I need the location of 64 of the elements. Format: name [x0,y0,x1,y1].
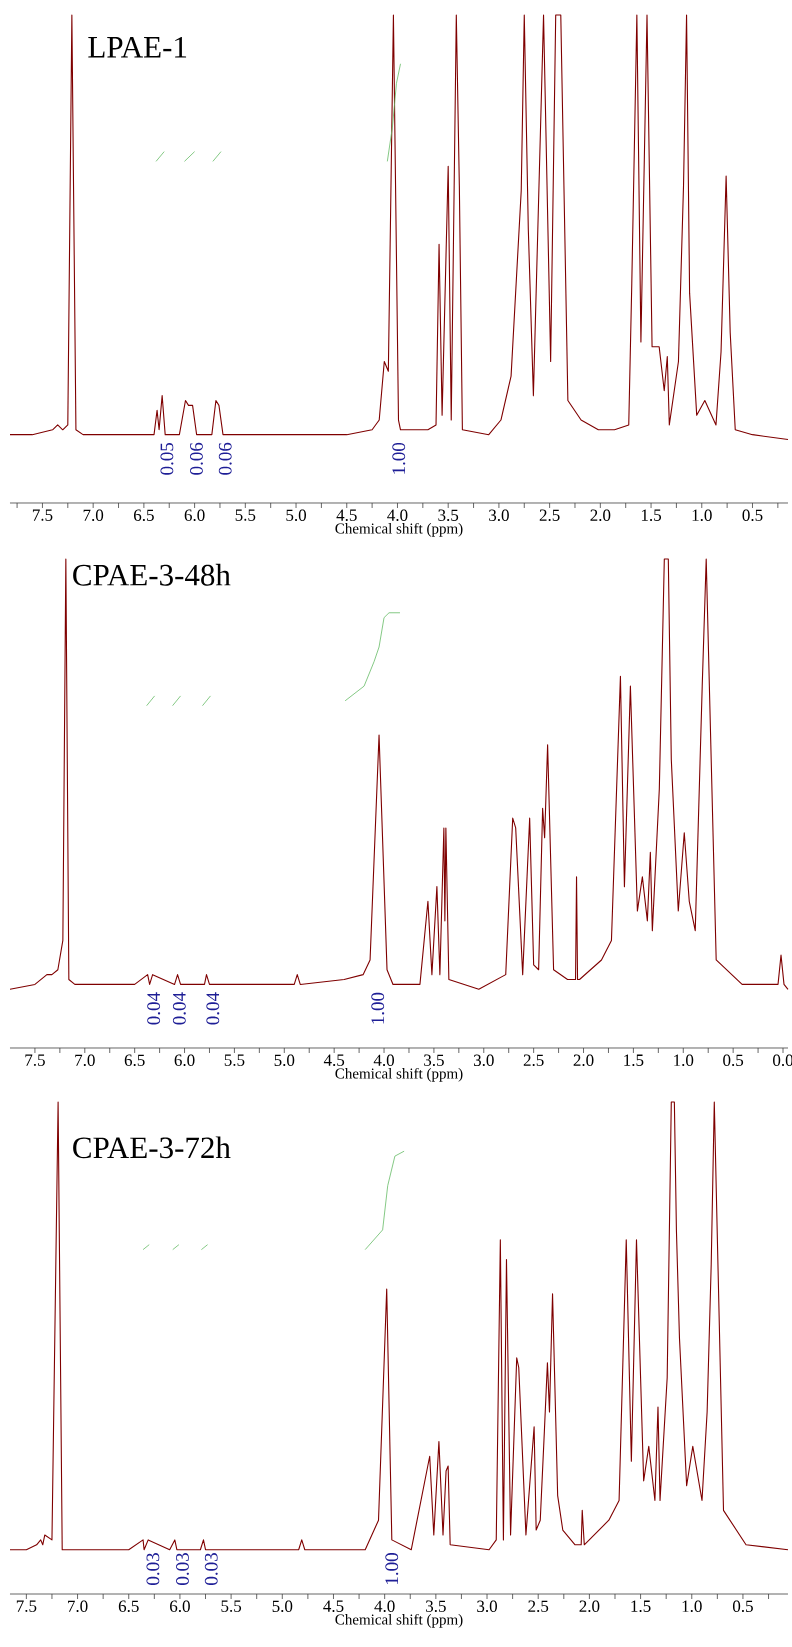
x-tick-label: 4.0 [373,1054,395,1067]
x-tick-label: 7.0 [68,1600,88,1613]
x-tick-label: 4.5 [323,1054,345,1066]
x-tick-label: 5.5 [235,509,256,521]
x-tick-label: 4.0 [387,509,408,522]
annotation: 0.03 [146,1553,160,1585]
x-tick-label: 3.0 [489,509,509,522]
x-tick-label: 1.0 [682,1600,702,1613]
x-tick-label: 2.0 [573,1054,594,1067]
x-tick-label: 1.0 [692,509,712,522]
x-tick-label: 6.0 [184,509,205,522]
annotation: 0.04 [206,992,220,1025]
x-tick-label: 5.5 [224,1054,245,1066]
x-tick-label: 2.0 [590,509,611,522]
x-tick-label: 5.5 [221,1600,242,1612]
x-tick-label: 6.5 [133,509,154,521]
x-tick-label: 7.0 [75,1054,95,1067]
x-tick-label: 2.0 [579,1600,600,1613]
x-tick-label: 7.0 [83,509,104,522]
annotation: 1.00 [385,1553,399,1584]
annotation: 0.03 [176,1553,189,1585]
x-tick-label: 0.5 [742,509,763,522]
annotation: 0.04 [172,992,186,1025]
x-tick-label: 2.5 [539,509,560,521]
x-axis-title: Chemical shift (ppm) [335,1613,463,1628]
x-tick-label: 3.5 [438,509,459,521]
annotation: 1.00 [371,992,385,1024]
x-tick-label: 4.5 [323,1600,344,1612]
annotation: 0.03 [204,1553,218,1585]
x-tick-label: 0.5 [723,1054,744,1067]
x-tick-label: 0.5 [732,1600,753,1613]
x-tick-label: 2.5 [528,1600,549,1613]
x-tick-label: 3.5 [426,1600,446,1613]
x-tick-label: 3.0 [473,1054,494,1067]
annotation: 0.06 [218,442,232,475]
text: LPAE-1 [88,36,187,58]
x-tick-label: 7.5 [32,509,53,521]
x-tick-label: 1.5 [641,509,662,521]
x-tick-label: 5.0 [274,1054,295,1067]
x-tick-label: 4.5 [336,509,357,521]
x-tick-label: 6.5 [118,1600,139,1613]
x-tick-label: 1.5 [624,1054,644,1066]
x-tick-label: 1.5 [631,1600,651,1612]
x-axis-title: Chemical shift (ppm) [335,1067,463,1082]
x-tick-label: 2.5 [523,1054,544,1066]
annotation: 0.04 [147,992,161,1025]
annotation: 0.05 [160,442,174,475]
x-tick-label: 6.0 [174,1054,195,1067]
x-tick-label: 7.5 [16,1600,37,1612]
x-tick-label: 5.0 [272,1600,293,1613]
annotation: 1.00 [392,442,406,474]
x-tick-label: 3.0 [477,1600,498,1613]
chart-title: CPAE-3-48h [73,563,231,586]
x-tick-label: 6.0 [170,1600,190,1613]
x-tick-label: 3.5 [424,1054,444,1066]
x-tick-label: 7.5 [25,1054,45,1066]
text: CPAE-3-72h [73,1136,231,1159]
annotation: 0.06 [190,442,203,475]
x-tick-label: 6.5 [124,1054,145,1066]
x-tick-label: 0.0 [773,1054,792,1067]
x-tick-label: 4.0 [374,1600,395,1613]
x-tick-label: 1.0 [674,1054,694,1067]
x-axis-title: Chemical shift (ppm) [335,522,463,537]
x-tick-label: 5.0 [286,509,307,522]
